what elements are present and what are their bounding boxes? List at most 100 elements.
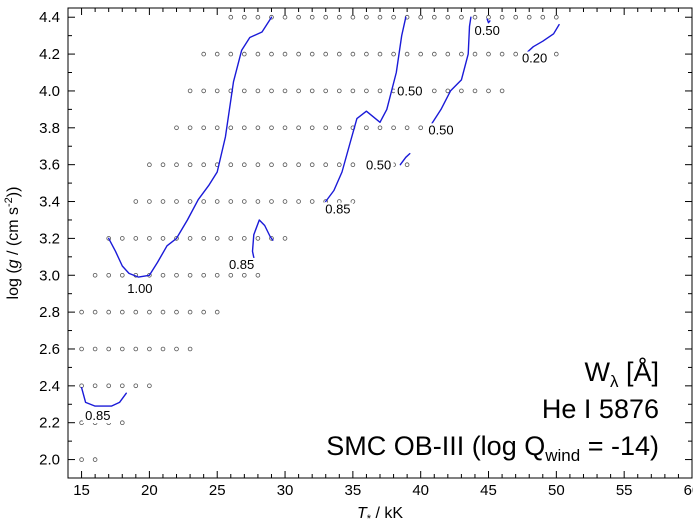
model-point <box>255 51 261 57</box>
model-point <box>228 236 234 241</box>
model-point <box>147 162 152 168</box>
info-box: Wλ [Å] He I 5876 SMC OB-III (log Qwind =… <box>326 356 659 465</box>
model-point <box>296 199 301 204</box>
model-point <box>187 346 193 352</box>
y-tick-label: 4.2 <box>39 46 60 63</box>
model-point <box>242 88 247 94</box>
model-point <box>92 457 98 462</box>
y-tick-label: 2.0 <box>39 452 60 469</box>
model-point <box>445 51 451 57</box>
model-point <box>486 14 491 20</box>
contour-line <box>486 18 491 24</box>
model-point <box>214 125 220 131</box>
model-point <box>323 125 329 131</box>
x-tick-label: 45 <box>480 482 497 499</box>
model-point <box>309 14 315 20</box>
x-tick-label: 35 <box>345 482 362 499</box>
model-point <box>255 14 261 20</box>
model-point <box>174 272 179 278</box>
model-point <box>553 14 559 20</box>
model-point <box>92 346 98 352</box>
info-line-1: Wλ [Å] <box>585 356 660 391</box>
model-point <box>459 88 464 94</box>
model-point <box>120 236 125 241</box>
model-point <box>187 236 193 241</box>
model-point <box>445 88 451 94</box>
model-point <box>336 162 342 168</box>
contour-label: 0.85 <box>85 408 110 423</box>
model-point <box>486 51 491 57</box>
model-point <box>228 51 234 57</box>
model-point <box>147 199 152 204</box>
contour-label-bg <box>519 51 550 66</box>
model-point <box>214 309 220 315</box>
model-point <box>364 125 369 131</box>
model-point <box>296 88 301 94</box>
model-point <box>404 51 410 57</box>
x-axis-title: T* / kK <box>357 505 403 524</box>
model-point <box>79 309 84 315</box>
contour-line <box>251 219 274 265</box>
model-point <box>391 14 396 20</box>
model-point <box>106 383 111 389</box>
model-point <box>377 14 383 20</box>
model-point <box>187 199 193 204</box>
model-point <box>174 125 179 131</box>
model-point <box>391 51 396 57</box>
contour-label-bg <box>426 123 456 138</box>
model-point <box>269 51 274 57</box>
model-point <box>201 51 207 57</box>
model-point <box>499 51 505 57</box>
model-point <box>147 346 152 352</box>
model-point <box>418 51 424 57</box>
model-point <box>79 346 84 352</box>
contour-line <box>80 387 127 407</box>
contour-label: 0.50 <box>475 23 500 38</box>
model-point <box>431 14 437 20</box>
x-tick-label: 30 <box>277 482 294 499</box>
model-point <box>404 162 410 168</box>
x-tick-label: 50 <box>548 482 565 499</box>
model-point <box>377 125 383 131</box>
contour-label-bg <box>124 281 155 296</box>
contour-label: 0.20 <box>522 51 547 66</box>
model-point <box>418 14 424 20</box>
model-point <box>174 346 179 352</box>
y-tick-label: 3.4 <box>39 194 60 211</box>
model-point <box>201 309 207 315</box>
model-point <box>160 309 166 315</box>
model-point <box>201 272 207 278</box>
model-point <box>242 51 247 57</box>
x-tick-label: 60 <box>684 482 693 499</box>
model-point <box>255 88 261 94</box>
model-point <box>201 162 207 168</box>
model-point <box>418 125 424 131</box>
model-point <box>133 309 139 315</box>
model-point <box>255 125 261 131</box>
model-point <box>160 236 166 241</box>
model-point <box>282 125 288 131</box>
model-point <box>174 236 179 241</box>
model-point <box>255 162 261 168</box>
model-point <box>323 14 329 20</box>
model-point <box>120 272 125 278</box>
model-grid-points <box>79 14 559 462</box>
model-point <box>214 199 220 204</box>
model-point <box>282 14 288 20</box>
model-point <box>296 51 301 57</box>
contour-line <box>430 16 472 125</box>
model-point <box>486 88 491 94</box>
model-point <box>459 51 464 57</box>
model-point <box>228 199 234 204</box>
model-point <box>120 346 125 352</box>
y-tick-label: 4.4 <box>39 9 60 26</box>
model-point <box>160 199 166 204</box>
axis-ticks: 15 20 25 30 35 40 45 50 55 60 2.0 2.2 2.4 2.6 2.8 3.0 3.… <box>39 8 693 499</box>
model-point <box>404 125 410 131</box>
model-point <box>228 14 234 20</box>
x-tick-label: 40 <box>412 482 429 499</box>
model-point <box>269 88 274 94</box>
contour-label: 0.85 <box>325 202 350 217</box>
y-tick-label: 3.2 <box>39 230 60 247</box>
